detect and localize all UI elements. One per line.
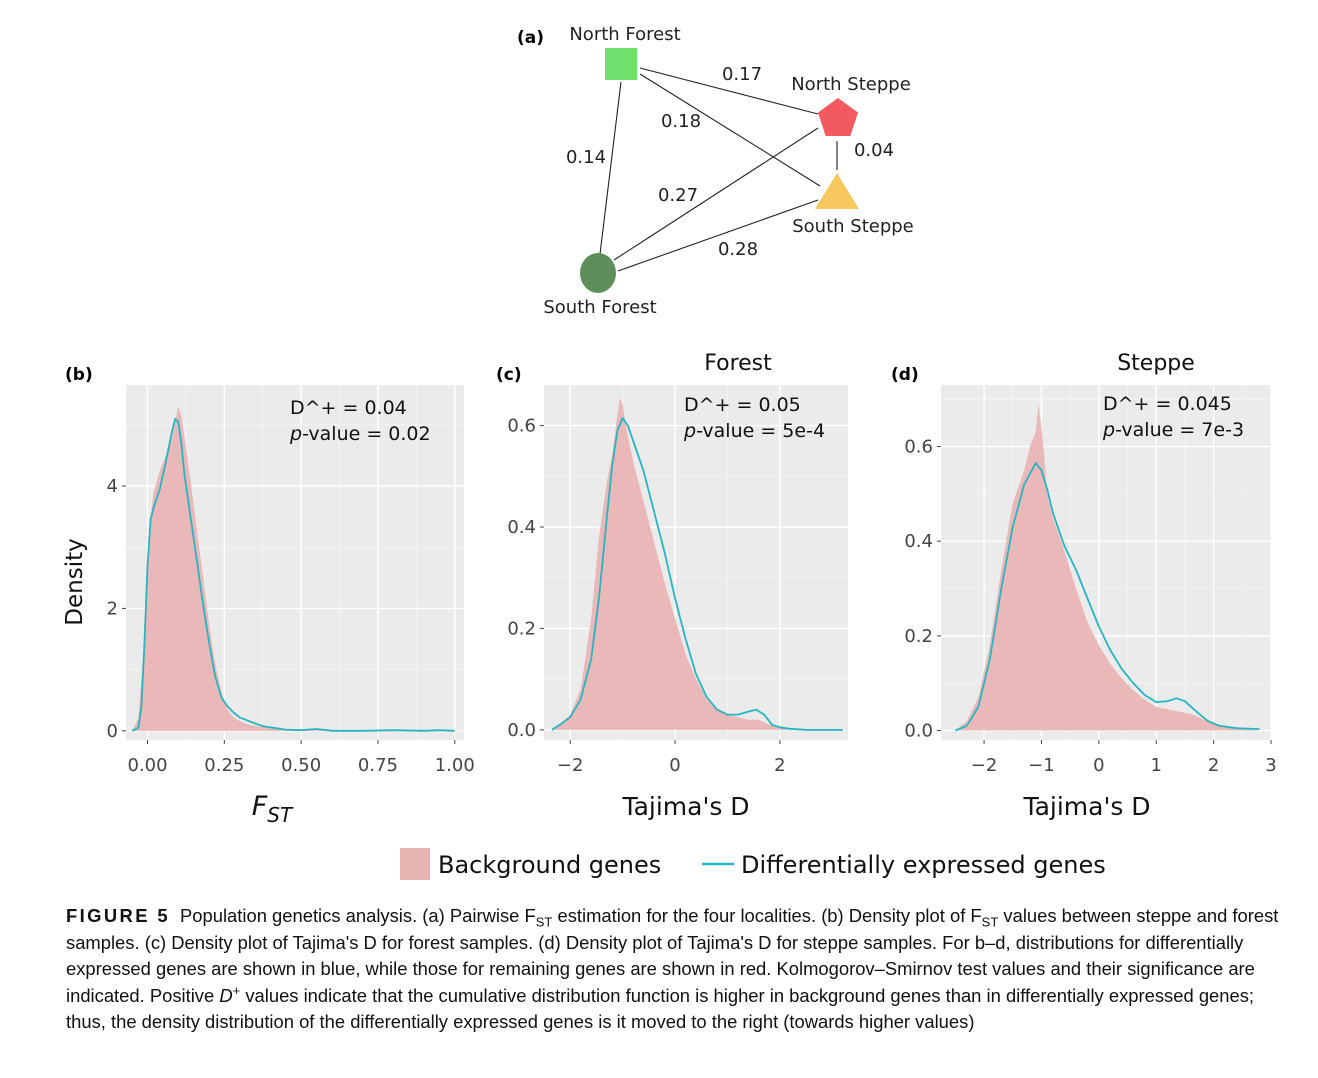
network-edge — [639, 73, 821, 187]
density-chart-b: 0.00 0.25 0.50 0.75 1.00 0 2 4 (b) D^+ = 0.04 p-va… — [62, 365, 475, 827]
caption-part: values between steppe and forest samples… — [66, 905, 1279, 1006]
edge-value-label: 0.28 — [718, 239, 758, 260]
x-tick-label: 0 — [669, 755, 680, 776]
x-tick-label: 0.75 — [358, 755, 398, 776]
node-label: North Steppe — [791, 74, 911, 95]
x-axis-label: FST — [252, 791, 294, 827]
y-tick-label: 0 — [107, 721, 118, 742]
legend-label-de: Differentially expressed genes — [741, 851, 1106, 879]
network-edge — [617, 199, 819, 272]
density-chart-c: −2 0 2 0.0 0.2 0.4 0.6 (c) Forest D^+ = 0.05 p-val… — [496, 351, 848, 821]
legend: Background genes Differentially expressed… — [400, 848, 1106, 880]
y-tick-label: 0.6 — [507, 416, 536, 437]
x-tick-label: 2 — [1208, 755, 1219, 776]
background-genes-area — [551, 397, 838, 730]
node-label: South Forest — [543, 297, 656, 318]
network-edge — [639, 67, 819, 115]
p-value-text: -value = 7e-3 — [1115, 419, 1244, 441]
de-genes-line — [954, 462, 1260, 732]
x-axis-label: Tajima's D — [621, 792, 749, 821]
y-tick-label: 0.2 — [507, 618, 536, 639]
network-edge — [599, 81, 622, 255]
y-tick-label: 2 — [107, 598, 118, 619]
edge-value-label: 0.14 — [566, 147, 606, 168]
y-tick-label: 0.0 — [904, 721, 933, 742]
x-tick-label: −1 — [1028, 755, 1055, 776]
caption-text: Population genetics analysis. (a) Pairwi… — [66, 905, 1278, 1032]
chart-title: Forest — [704, 351, 772, 376]
edge-value-label: 0.04 — [854, 140, 894, 161]
x-tick-label: −2 — [557, 755, 584, 776]
caption-part: values indicate that the cumulative dist… — [66, 984, 1255, 1033]
panel-label-a: (a) — [517, 28, 544, 48]
panel-label: (c) — [496, 365, 522, 385]
de-genes-line — [131, 417, 455, 732]
node-label: South Steppe — [792, 216, 914, 237]
p-value-text: -value = 0.02 — [302, 423, 431, 445]
p-value-italic: p — [683, 420, 696, 442]
y-tick-label: 0.6 — [904, 437, 933, 458]
edge-value-label: 0.18 — [661, 111, 701, 132]
caption-part: + — [232, 982, 241, 998]
ks-statistic: D^+ = 0.05 — [684, 394, 801, 416]
x-axis-label-subscript: ST — [267, 803, 294, 827]
y-tick-label: 0.2 — [904, 626, 933, 647]
de-genes-line — [551, 417, 843, 731]
p-value: p-value = 0.02 — [289, 423, 431, 445]
node-circle-south-forest — [580, 253, 616, 293]
background-genes-area — [132, 406, 455, 731]
network-edge — [613, 127, 819, 261]
p-value-italic: p — [1102, 419, 1115, 441]
legend-label-background: Background genes — [438, 851, 661, 879]
chart-title: Steppe — [1117, 351, 1195, 376]
figure-caption: FIGURE 5 Population genetics analysis. (a… — [66, 903, 1291, 1036]
x-tick-label: 0.25 — [204, 755, 244, 776]
node-label: North Forest — [569, 24, 680, 45]
caption-label: FIGURE 5 — [66, 905, 171, 926]
caption-part: ST — [981, 914, 999, 930]
y-tick-label: 0.0 — [507, 720, 536, 741]
edge-value-label: 0.27 — [658, 185, 698, 206]
x-tick-label: 3 — [1265, 755, 1276, 776]
y-tick-label: 4 — [107, 476, 118, 497]
density-chart-d: −2 −1 0 1 2 3 0.0 0.2 0.4 0.6 (d) Steppe D^+ = 0.045… — [891, 351, 1277, 821]
node-triangle-south-steppe — [815, 173, 859, 209]
p-value: p-value = 7e-3 — [1102, 419, 1244, 441]
y-axis-label: Density — [62, 538, 88, 625]
legend-swatch-background — [400, 848, 430, 880]
x-axis-label: Tajima's D — [1022, 792, 1150, 821]
edge-value-label: 0.17 — [722, 64, 762, 85]
network-panel: (a) 0.17 0.18 0.14 0.04 0.27 0.28 North Forest N… — [517, 24, 914, 318]
x-axis-label-main: F — [252, 791, 268, 822]
caption-part: D — [219, 984, 233, 1006]
ks-statistic: D^+ = 0.045 — [1103, 393, 1232, 415]
y-tick-label: 0.4 — [904, 531, 933, 552]
x-tick-label: 0 — [1093, 755, 1104, 776]
node-pentagon-north-steppe — [818, 98, 858, 136]
p-value-text: -value = 5e-4 — [696, 420, 825, 442]
x-tick-label: 2 — [774, 755, 785, 776]
x-tick-label: 1.00 — [435, 755, 475, 776]
p-value: p-value = 5e-4 — [683, 420, 825, 442]
panel-label: (d) — [891, 365, 919, 385]
ks-statistic: D^+ = 0.04 — [290, 397, 407, 419]
panel-label: (b) — [65, 365, 93, 385]
caption-part: Population genetics analysis. (a) Pairwi… — [180, 905, 536, 926]
caption-part: estimation for the four localities. (b) … — [552, 905, 982, 926]
background-genes-area — [955, 403, 1260, 731]
x-tick-label: 0.00 — [127, 755, 167, 776]
node-square-north-forest — [605, 48, 637, 80]
x-tick-label: 1 — [1150, 755, 1161, 776]
x-tick-label: −2 — [971, 755, 998, 776]
x-tick-label: 0.50 — [281, 755, 321, 776]
caption-part: ST — [535, 914, 553, 930]
y-tick-label: 0.4 — [507, 517, 536, 538]
p-value-italic: p — [289, 423, 302, 445]
